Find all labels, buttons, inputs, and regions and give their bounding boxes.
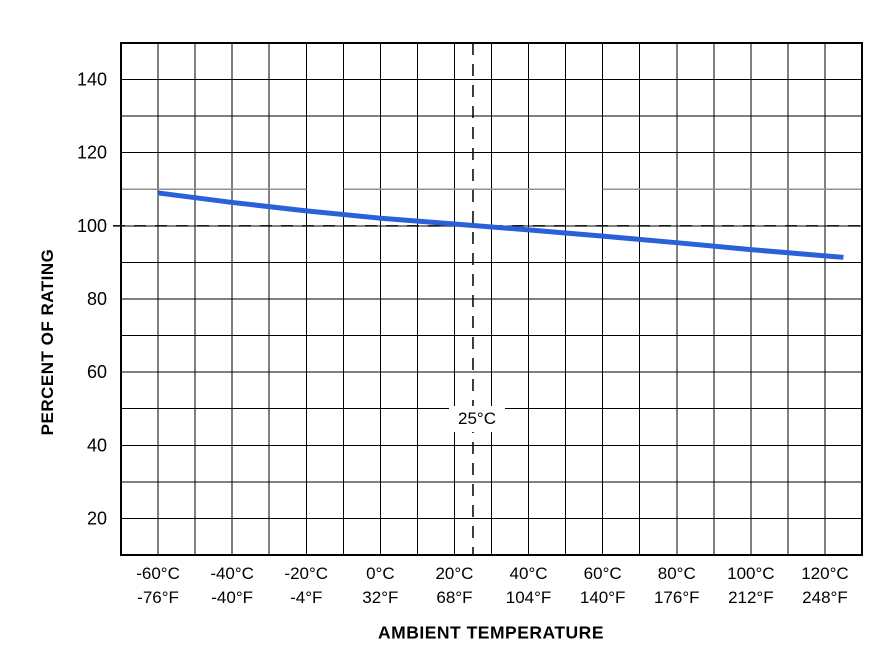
x-tick-fahrenheit: 32°F [362,588,398,607]
x-tick-celsius: 80°C [658,564,696,583]
x-tick-celsius: 20°C [435,564,473,583]
x-tick-celsius: 100°C [727,564,774,583]
y-tick-label: 40 [87,435,107,455]
x-tick-fahrenheit: -4°F [290,588,322,607]
x-tick-celsius: 120°C [801,564,848,583]
x-tick-fahrenheit: -76°F [137,588,179,607]
y-tick-label: 140 [77,70,107,90]
x-tick-fahrenheit: 176°F [654,588,700,607]
x-tick-celsius: -40°C [210,564,254,583]
plot-border [120,42,863,556]
x-tick-fahrenheit: 248°F [802,588,848,607]
x-tick-celsius: 40°C [510,564,548,583]
y-tick-label: 100 [77,216,107,236]
gridlines [121,43,862,555]
y-tick-label: 120 [77,143,107,163]
y-tick-label: 20 [87,508,107,528]
x-tick-celsius: 0°C [366,564,395,583]
x-tick-celsius: -20°C [284,564,328,583]
x-tick-fahrenheit: 104°F [506,588,552,607]
y-axis-tick-labels: 20 40 60 80 100 120 140 [77,70,107,529]
x-tick-fahrenheit: 140°F [580,588,626,607]
reference-temperature-annotation: 25°C [449,406,505,432]
y-tick-label: 80 [87,289,107,309]
y-axis-title: PERCENT OF RATING [38,248,57,436]
x-tick-fahrenheit: -40°F [211,588,253,607]
x-tick-celsius: -60°C [136,564,180,583]
x-axis-tick-labels: -60°C -76°F -40°C -40°F -20°C -4°F 0°C 32°F 20°C… [136,564,848,607]
derating-curve [157,190,844,260]
x-axis-title: AMBIENT TEMPERATURE [378,622,604,643]
x-tick-fahrenheit: 212°F [728,588,774,607]
y-tick-label: 60 [87,362,107,382]
x-tick-celsius: 60°C [584,564,622,583]
x-tick-fahrenheit: 68°F [436,588,472,607]
